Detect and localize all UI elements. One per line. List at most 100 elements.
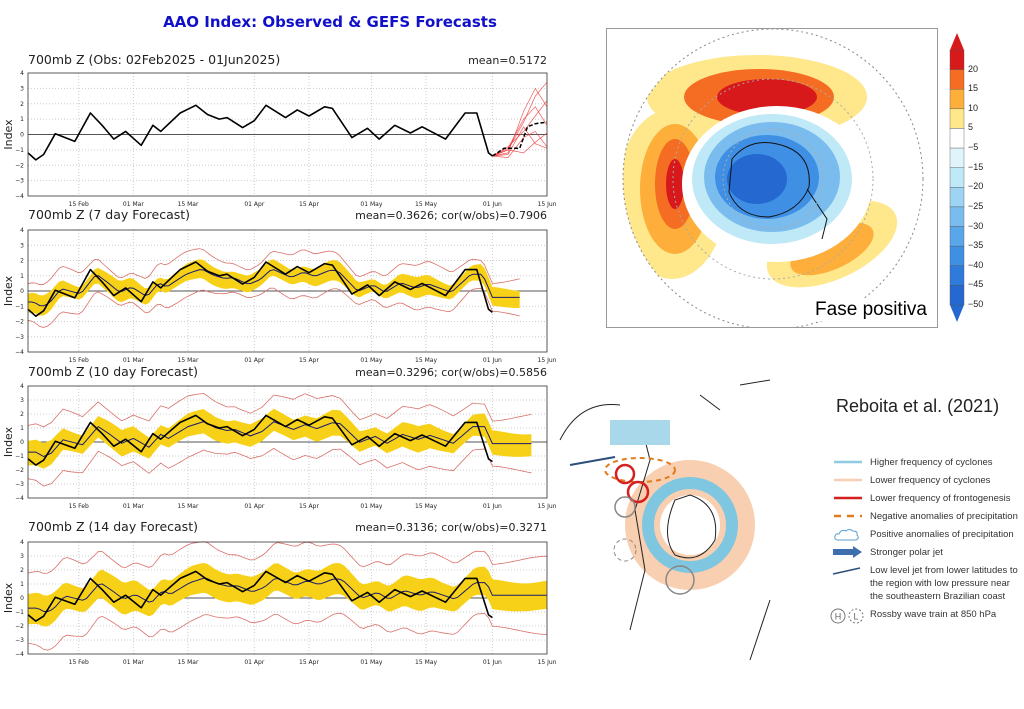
legend-label: Positive anomalies of precipitation [870,529,1014,540]
aao-charts: 700mb Z (Obs: 02Feb2025 - 01Jun2025) mean… [2,52,557,666]
chart-title: 700mb Z (14 day Forecast) [28,519,198,534]
x-tick-label: 15 Feb [69,659,89,666]
colorbar-segment [949,285,965,306]
observed-line [27,414,493,466]
colorbar-tick-label: 5 [968,122,974,133]
y-tick-label: 3 [20,397,24,404]
x-tick-label: 15 Jun [538,201,557,208]
x-tick-label: 01 Apr [244,659,264,666]
legend-label: Negative anomalies of precipitation [870,511,1018,522]
colorbar-tick-label: −40 [968,259,984,270]
x-tick-label: 15 Apr [299,503,319,510]
chart-title: 700mb Z (7 day Forecast) [28,207,190,222]
y-tick-label: −4 [15,651,24,658]
y-tick-label: −3 [15,637,24,644]
colorbar-segment [949,167,965,188]
colorbar-tick-label: −15 [968,161,984,172]
jet-line-icon [830,564,870,576]
forecast-upper-envelope [27,248,520,286]
forecast-mean-line [28,577,547,613]
schematic-legend: Higher frequency of cyclones Lower freque… [830,456,1024,626]
light-blue-line-icon [830,456,870,468]
y-tick-label: 3 [20,242,24,249]
svg-text:L: L [853,612,858,622]
red-line-icon [830,492,870,504]
phase-label: Fase positiva [813,299,929,321]
forecast-spread-band [28,408,532,469]
y-tick-label: −1 [15,147,24,154]
y-tick-label: −1 [15,609,24,616]
plot-frame [27,385,548,499]
forecast-upper-envelope [27,392,532,428]
legend-label: Stronger polar jet [870,547,943,558]
x-tick-label: 15 May [415,503,437,510]
colorbar-tick-label: −35 [968,240,984,251]
colorbar-segment [949,265,965,286]
y-tick-label: 0 [20,595,24,602]
forecast-lower-envelope [27,287,520,328]
y-tick-label: −4 [15,349,24,356]
x-tick-label: 01 Mar [123,659,144,666]
colorbar-segment [949,49,965,70]
x-tick-label: 01 Mar [123,201,144,208]
y-tick-label: −1 [15,453,24,460]
ensemble-member-line [492,106,548,157]
legend-item: Negative anomalies of precipitation [830,510,1024,523]
colorbar-tick-label: −45 [968,279,984,290]
x-tick-label: 15 Jun [538,357,557,364]
colorbar-tick-label: 20 [968,63,979,74]
x-tick-label: 15 Mar [178,659,199,666]
y-tick-label: 0 [20,132,24,139]
colorbar-tick-label: 10 [968,102,979,113]
legend-label: Lower frequency of frontogenesis [870,493,1011,504]
forecast-lower-envelope [27,612,548,651]
legend-item: Stronger polar jet [830,546,1024,559]
y-tick-label: −4 [15,495,24,502]
y-axis-label: Index [2,582,15,613]
ensemble-mean-line [491,121,548,157]
colorbar-segment [949,226,965,247]
legend-item: Lower frequency of cyclones [830,474,1024,487]
x-tick-label: 01 May [360,201,382,208]
peach-line-icon [830,474,870,486]
y-tick-label: −3 [15,178,24,185]
x-tick-label: 01 Mar [123,357,144,364]
y-tick-label: 0 [20,288,24,295]
aao-positive-phase-map: Fase positiva [606,28,938,328]
x-tick-label: 01 May [360,357,382,364]
y-tick-label: −3 [15,481,24,488]
plot-frame [27,541,548,655]
observed-line [27,104,493,161]
forecast-upper-envelope [27,541,548,574]
y-tick-label: 1 [20,425,24,432]
y-tick-label: 4 [20,227,24,234]
ensemble-member-line [492,126,548,157]
colorbar-tick-label: −20 [968,181,984,192]
x-tick-label: 15 Mar [178,503,199,510]
y-tick-label: 4 [20,539,24,546]
y-axis-label: Index [2,119,15,150]
x-tick-label: 01 Jun [483,503,502,510]
y-tick-label: 2 [20,101,24,108]
x-tick-label: 15 Jun [538,659,557,666]
chart-stat: mean=0.3136; cor(w/obs)=0.3271 [355,521,547,534]
chart-panel-1: 700mb Z (Obs: 02Feb2025 - 01Jun2025) mean… [2,52,557,208]
main-title: AAO Index: Observed & GEFS Forecasts [163,13,497,31]
x-tick-label: 01 May [360,659,382,666]
legend-item: Low level jet from lower latitudes to th… [830,564,1024,603]
x-tick-label: 01 Apr [244,201,264,208]
forecast-lower-envelope [27,447,532,487]
colorbar-segment [949,89,965,110]
colorbar-segment [949,187,965,208]
colorbar-segment [949,245,965,266]
ensemble-member-line [492,132,548,157]
colorbar-bottom-arrow [950,305,964,322]
y-tick-label: 3 [20,553,24,560]
x-tick-label: 15 Apr [299,659,319,666]
citation: Reboita et al. (2021) [836,396,1000,416]
observed-line [27,570,493,622]
colorbar-segment [949,206,965,227]
chart-panel-4: 700mb Z (14 day Forecast) mean=0.3136; co… [2,519,557,666]
forecast-mean-line [28,269,520,307]
